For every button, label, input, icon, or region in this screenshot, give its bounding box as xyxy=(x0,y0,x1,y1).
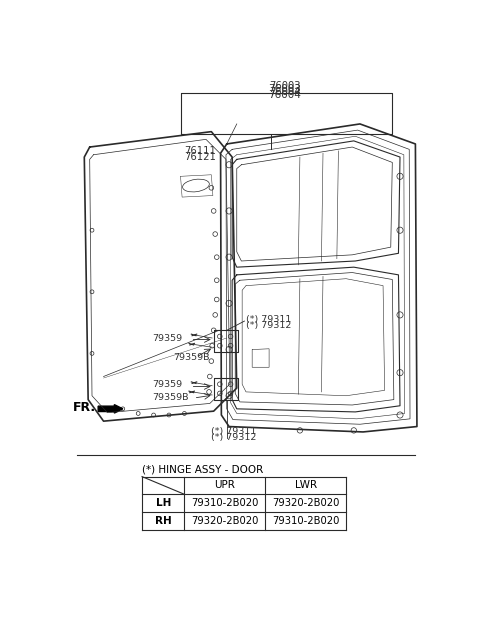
Text: 79310-2B020: 79310-2B020 xyxy=(191,498,259,508)
Text: (*) HINGE ASSY - DOOR: (*) HINGE ASSY - DOOR xyxy=(142,464,264,474)
Text: (*) 79311: (*) 79311 xyxy=(211,427,257,436)
Text: 79310-2B020: 79310-2B020 xyxy=(272,516,339,526)
Text: 79359B: 79359B xyxy=(152,394,189,403)
Text: 79359: 79359 xyxy=(152,334,182,343)
FancyArrow shape xyxy=(98,404,123,413)
Text: FR.: FR. xyxy=(73,401,96,414)
Text: (*) 79311: (*) 79311 xyxy=(246,315,291,324)
Text: LH: LH xyxy=(156,498,171,508)
Text: 79359: 79359 xyxy=(152,380,182,389)
Text: 76111: 76111 xyxy=(184,145,216,156)
Text: 76004: 76004 xyxy=(268,90,301,100)
Text: 76121: 76121 xyxy=(184,152,216,162)
Text: 76004: 76004 xyxy=(269,87,300,97)
Text: LWR: LWR xyxy=(295,481,317,490)
Text: UPR: UPR xyxy=(215,481,235,490)
Text: (*) 79312: (*) 79312 xyxy=(211,432,257,442)
Text: 79359B: 79359B xyxy=(173,354,209,363)
Text: RH: RH xyxy=(155,516,172,526)
Text: (*) 79312: (*) 79312 xyxy=(246,321,291,330)
Text: 79320-2B020: 79320-2B020 xyxy=(272,498,339,508)
Text: 76003: 76003 xyxy=(269,81,300,91)
Text: 76003: 76003 xyxy=(268,84,301,94)
Text: 79320-2B020: 79320-2B020 xyxy=(191,516,259,526)
